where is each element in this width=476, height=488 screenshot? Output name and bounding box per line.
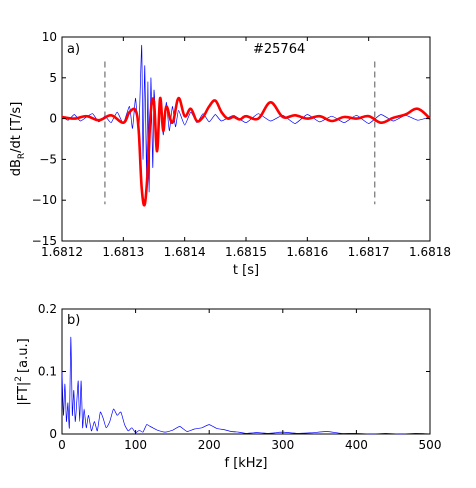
y-tick-label: −5 — [39, 152, 57, 166]
panel-a-markers — [104, 61, 376, 205]
y-tick-label: 0.1 — [38, 365, 57, 379]
x-tick-label: 1.6818 — [409, 245, 451, 259]
x-tick-label: 1.6814 — [164, 245, 206, 259]
series-line-1 — [61, 336, 431, 435]
panel-a-yticks: 10 5 0 −5 −10 −15 — [32, 30, 430, 248]
series-line-2 — [61, 96, 431, 207]
panel-b-yticks: 0.2 0.1 0 — [38, 302, 430, 441]
y-tick-label: −10 — [32, 193, 57, 207]
x-tick-label: 300 — [271, 438, 294, 452]
panel-a-ylabel: dBR/dt [T/s] — [9, 102, 27, 177]
y-tick-label: 0 — [49, 427, 57, 441]
panel-b-series — [61, 336, 431, 435]
y-tick-label: 0 — [49, 112, 57, 126]
x-tick-label: 100 — [124, 438, 147, 452]
y-tick-label: 0.2 — [38, 302, 57, 316]
panel-a-series — [61, 44, 431, 207]
panel-b: 0 100 200 300 400 500 0.2 0.1 0 b) f [kHz] |FT|… — [14, 302, 441, 471]
x-tick-label: 1.6813 — [102, 245, 144, 259]
x-tick-label: 1.6817 — [348, 245, 390, 259]
panel-b-xlabel: f [kHz] — [225, 456, 268, 471]
panel-a-label: a) — [67, 42, 80, 57]
panel-a: 1.6812 1.6813 1.6814 1.6815 1.6816 1.6817 1.68… — [9, 30, 451, 278]
panel-a-xticks: 1.6812 1.6813 1.6814 1.6815 1.6816 1.6817 1.68… — [41, 37, 451, 259]
y-tick-label: 5 — [49, 71, 57, 85]
x-tick-label: 400 — [345, 438, 368, 452]
panel-b-ylabel: |FT|2[a.u.] — [14, 338, 31, 405]
x-tick-label: 1.6816 — [286, 245, 328, 259]
shot-number: #25764 — [253, 42, 305, 57]
panel-b-label: b) — [67, 313, 80, 328]
x-tick-label: 200 — [198, 438, 221, 452]
x-tick-label: 0 — [58, 438, 66, 452]
y-tick-label: −15 — [32, 234, 57, 248]
panel-a-axes-box — [61, 36, 431, 242]
panel-a-xlabel: t [s] — [233, 263, 259, 278]
panel-b-xticks: 0 100 200 300 400 500 — [58, 309, 441, 452]
x-tick-label: 500 — [419, 438, 442, 452]
x-tick-label: 1.6812 — [41, 245, 83, 259]
x-tick-label: 1.6815 — [225, 245, 267, 259]
y-tick-label: 10 — [42, 30, 57, 44]
